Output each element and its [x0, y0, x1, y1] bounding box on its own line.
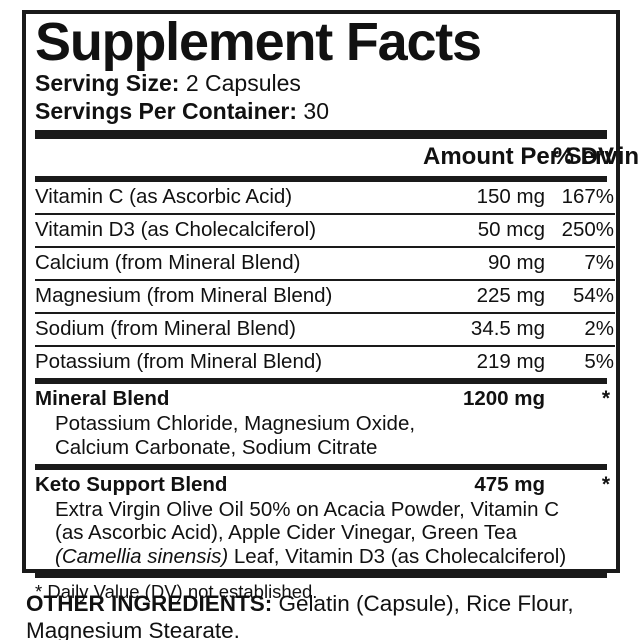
row-divider [35, 213, 615, 216]
nutrient-daily-value: 167% [561, 185, 614, 209]
blend-ingredient-line: Extra Virgin Olive Oil 50% on Acacia Pow… [55, 497, 560, 521]
table-row: Magnesium (from Mineral Blend) 225 mg 54% [35, 281, 615, 312]
row-divider [35, 279, 615, 282]
table-row: Vitamin C (as Ascorbic Acid) 150 mg 167% [35, 182, 615, 213]
blend-name: Mineral Blend [35, 387, 170, 411]
blend-ingredient-line: Potassium Chloride, Magnesium Oxide, [55, 412, 416, 436]
nutrient-amount: 219 mg [476, 350, 545, 374]
table-row: Potassium (from Mineral Blend) 219 mg 5% [35, 347, 615, 378]
table-row: Calcium (from Mineral Blend) 90 mg 7% [35, 248, 615, 279]
servings-per-container-label: Servings Per Container: [35, 98, 298, 125]
table-row: Vitamin D3 (as Cholecalciferol) 50 mcg 250… [35, 215, 615, 246]
panel-title: Supplement Facts [35, 12, 482, 72]
nutrient-name: Calcium (from Mineral Blend) [35, 251, 301, 275]
row-divider [35, 246, 615, 249]
nutrient-daily-value: 7% [584, 251, 614, 275]
divider-above-keto-blend [35, 463, 607, 470]
other-ingredients-text-1: Gelatin (Capsule), Rice Flour, [272, 591, 574, 616]
nutrient-daily-value: 54% [572, 284, 614, 308]
nutrient-name: Sodium (from Mineral Blend) [35, 317, 296, 341]
panel-inner: Supplement Facts Serving Size: 2 Capsule… [26, 12, 640, 602]
header-percent-dv: % DV [552, 143, 614, 171]
nutrient-name: Vitamin C (as Ascorbic Acid) [35, 185, 293, 209]
header-spacer [35, 139, 423, 176]
servings-per-container-value: 30 [303, 98, 330, 125]
nutrient-name: Vitamin D3 (as Cholecalciferol) [35, 218, 317, 242]
nutrient-amount: 225 mg [476, 284, 545, 308]
table-row: Keto Support Blend 475 mg * [35, 470, 615, 498]
blend-keto-table: Keto Support Blend 475 mg * [35, 470, 615, 498]
nutrient-amount: 150 mg [476, 185, 545, 209]
row-divider [35, 312, 615, 315]
blend-ingredient-rest: Leaf, Vitamin D3 (as Cholecalciferol) [228, 544, 567, 568]
daily-value-footnote: * Daily Value (DV) not established. [35, 580, 318, 602]
other-ingredients-line-2: Magnesium Stearate. [26, 618, 240, 640]
blend-ingredient-line: Calcium Carbonate, Sodium Citrate [55, 435, 378, 459]
row-separator [35, 213, 615, 216]
table-row: Mineral Blend 1200 mg * [35, 384, 615, 412]
blend-mineral-table: Mineral Blend 1200 mg * [35, 384, 615, 412]
botanical-name: (Camellia sinensis) [55, 544, 229, 568]
row-separator [35, 345, 615, 348]
serving-size-label: Serving Size: [35, 69, 180, 96]
nutrient-amount: 50 mcg [477, 218, 545, 242]
nutrient-daily-value: 250% [561, 218, 614, 242]
blend-ingredient-line: (Camellia sinensis) Leaf, Vitamin D3 (as… [35, 545, 607, 568]
row-separator [35, 312, 615, 315]
other-ingredients-label: OTHER INGREDIENTS: [26, 591, 273, 616]
table-row: Sodium (from Mineral Blend) 34.5 mg 2% [35, 314, 615, 345]
divider-above-footnote [35, 571, 607, 578]
header-amount-per-serving: Amount Per Serving [423, 143, 640, 171]
blend-amount: 1200 mg [462, 387, 545, 411]
nutrient-amount: 34.5 mg [470, 317, 545, 341]
table-header-row: Amount Per Serving % DV [35, 139, 640, 176]
divider-below-header [35, 176, 607, 183]
nutrient-daily-value: 2% [584, 317, 614, 341]
other-ingredients-block: OTHER INGREDIENTS: Gelatin (Capsule), Ri… [26, 590, 626, 640]
nutrient-daily-value: 5% [584, 350, 614, 374]
nutrient-name: Magnesium (from Mineral Blend) [35, 284, 333, 308]
nutrient-amount: 90 mg [488, 251, 545, 275]
nutrient-name: Potassium (from Mineral Blend) [35, 350, 323, 374]
blend-name: Keto Support Blend [35, 472, 228, 496]
nutrition-table: Amount Per Serving % DV [35, 139, 640, 176]
blend-dv: * [601, 472, 610, 496]
supplement-facts-panel: Supplement Facts Serving Size: 2 Capsule… [22, 10, 640, 602]
blend-ingredient-line: (as Ascorbic Acid), Apple Cider Vinegar,… [55, 521, 517, 545]
blend-dv: * [601, 387, 610, 411]
row-separator [35, 246, 615, 249]
nutrient-rows: Vitamin C (as Ascorbic Acid) 150 mg 167% Vi… [35, 182, 615, 378]
serving-size-line: Serving Size: 2 Capsules [35, 70, 607, 97]
blend-amount: 475 mg [474, 472, 545, 496]
servings-per-container-line: Servings Per Container: 30 [35, 98, 607, 125]
divider-above-mineral-blend [35, 378, 607, 385]
divider-below-servings [35, 130, 607, 140]
row-divider [35, 345, 615, 348]
row-separator [35, 279, 615, 282]
other-ingredients-line-1: OTHER INGREDIENTS: Gelatin (Capsule), Ri… [26, 590, 626, 617]
serving-size-value: 2 Capsules [185, 69, 301, 96]
